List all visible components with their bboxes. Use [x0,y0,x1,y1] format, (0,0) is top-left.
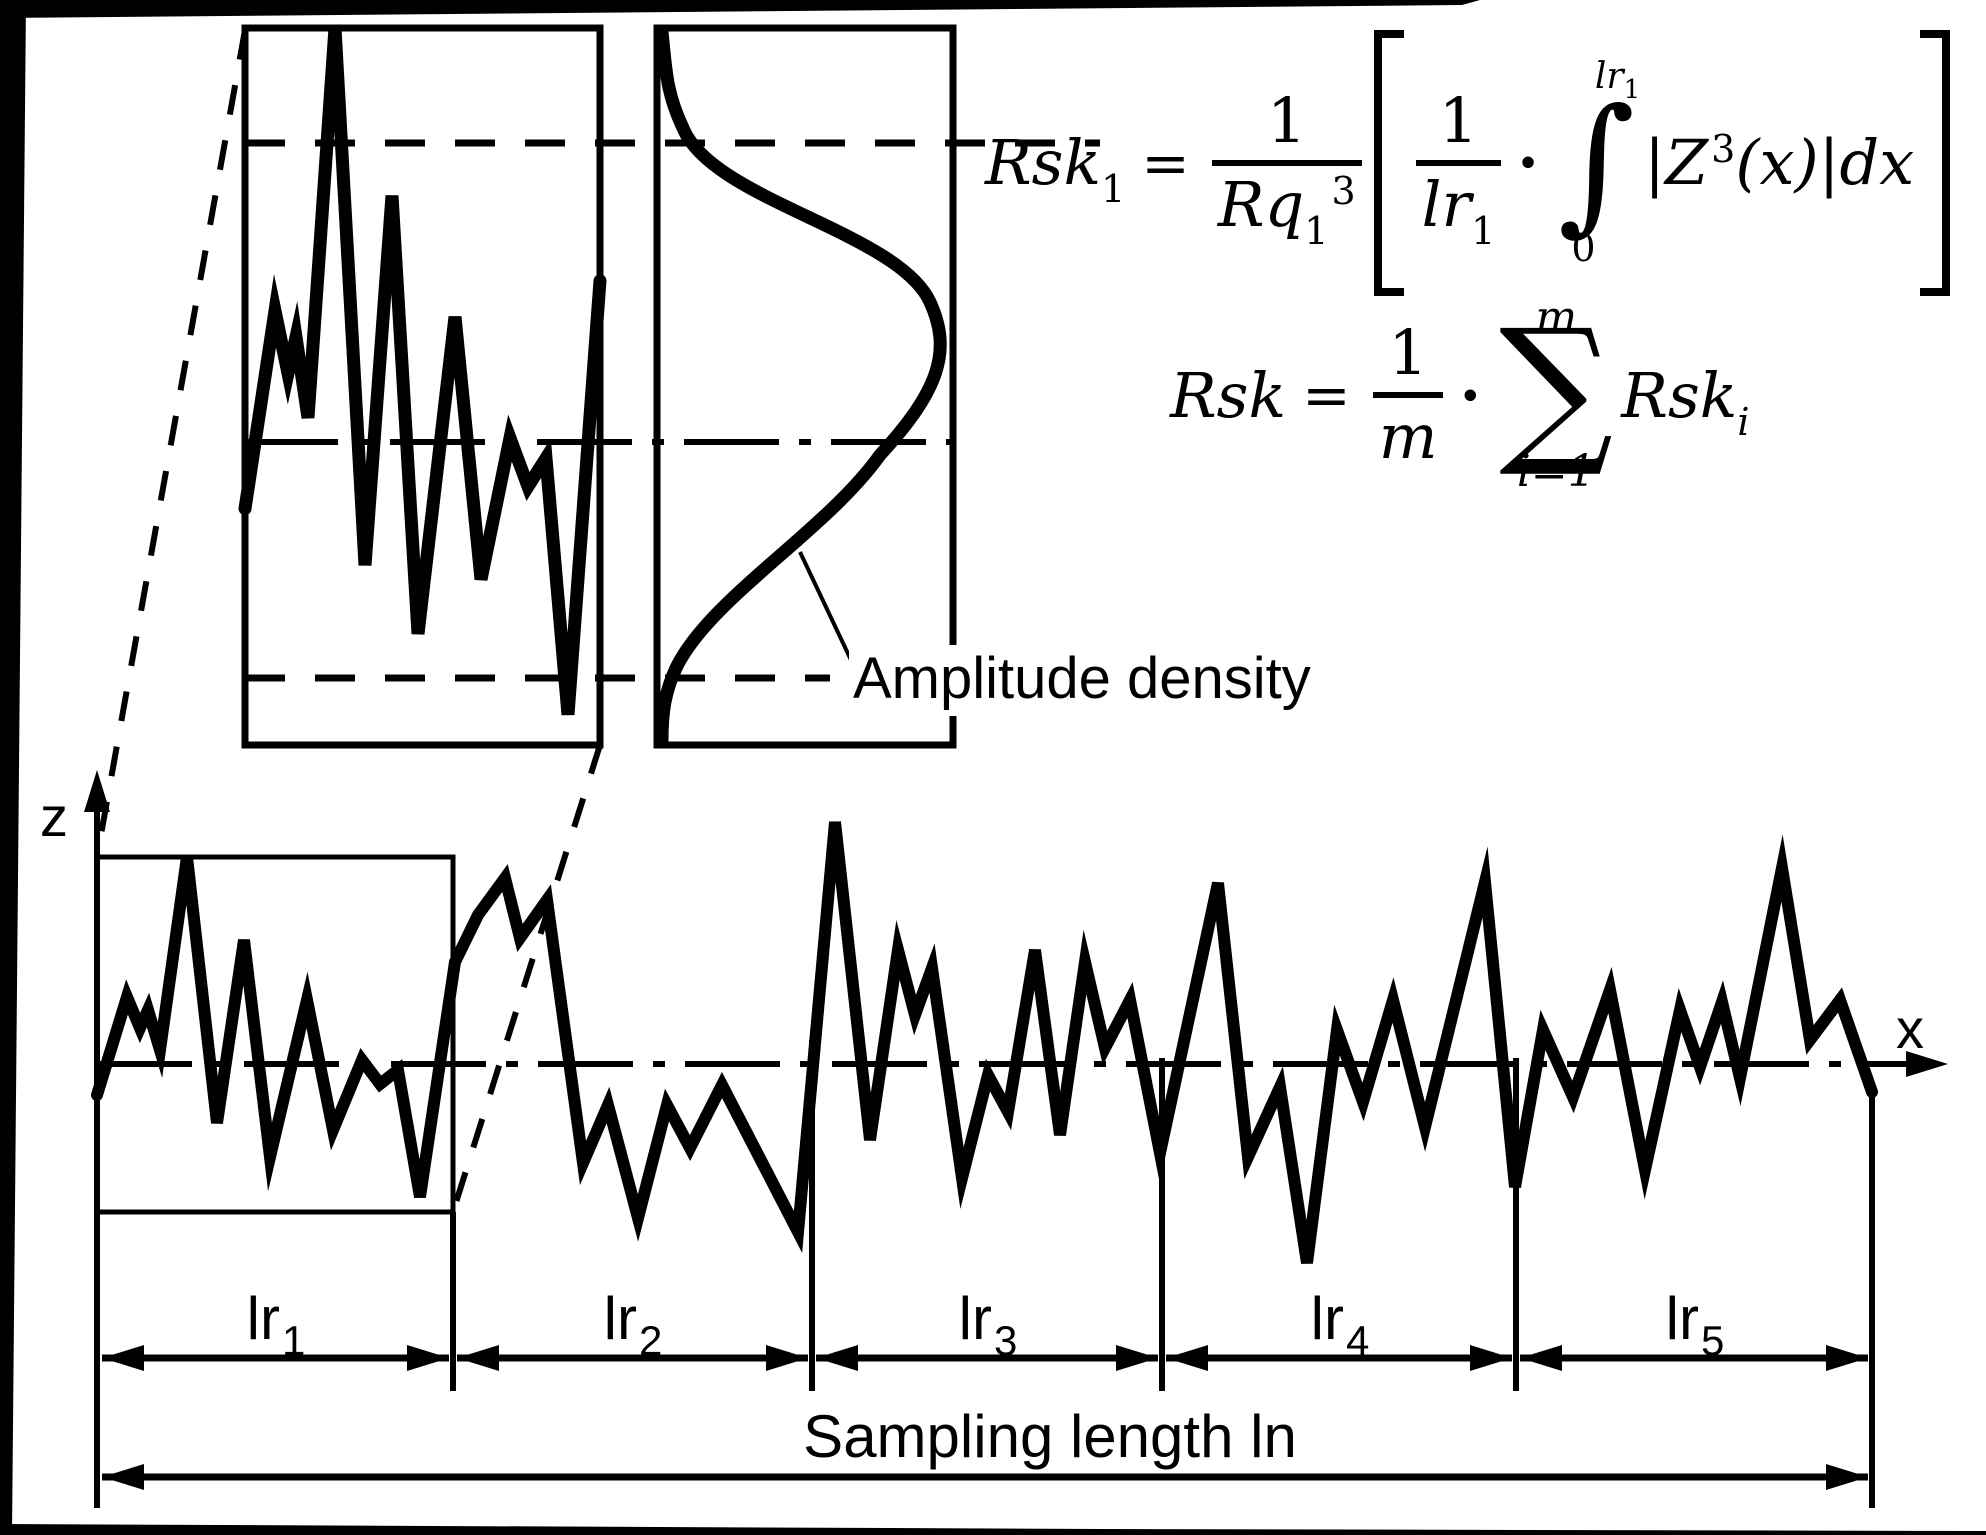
lr4-arrowhead-left [1166,1345,1208,1371]
amplitude-density-box [653,24,957,749]
sum-sign: ∑ [1499,293,1614,481]
rskmean-equals: = [1302,361,1351,429]
magnified-profile-box [241,24,604,749]
rsk1-prefactor-den: Rq13 [1217,167,1356,253]
fraction-bar [1415,159,1502,166]
rsk1-length-den: lr1 [1421,167,1496,253]
rskmean-num: 1 [1388,316,1428,389]
page-border-top [0,0,1480,18]
integral-upper-limit: lr1 [1594,55,1641,105]
sum-block: m ∑ i=1 [1499,291,1614,498]
rsk1-integrand: |Z3(x)|dx [1644,126,1915,199]
sum-lower-limit: i=1 [1516,446,1596,498]
formula-rsk1: Rsk1 = 1 Rq13 1 lr1 · lr1 ∫ 0 |Z3(x)|dx [985,29,1956,296]
integral-sign: ∫ [1557,76,1636,249]
sampling-length-label: Sampling length ln [803,1403,1297,1470]
page-border-bottom [0,1524,1986,1535]
z-axis-arrowhead [84,770,110,812]
segment-label-lr3: lr3 [958,1285,1018,1364]
lr1-arrowhead-right [407,1345,449,1371]
formula-rsk-mean: Rsk = 1 m · m ∑ i=1 Rski [1170,285,1750,505]
ln-arrowhead-right [1826,1464,1868,1490]
rsk1-prefactor-num: 1 [1267,83,1307,157]
rskmean-den: m [1378,400,1438,473]
rsk1-length-fraction: 1 lr1 [1415,83,1502,253]
multiplication-dot: · [1459,358,1482,432]
lr4-arrowhead-right [1470,1345,1512,1371]
rsk1-lhs-sub: 1 [1101,167,1126,211]
page-border-left [0,0,26,1535]
roughness-profile [91,821,1878,1264]
x-axis-label: x [1896,997,1924,1060]
integral-lower-limit: 0 [1571,225,1596,270]
amplitude-density-curve [655,25,947,747]
rsk1-length-num: 1 [1438,83,1479,157]
rsk1-lhs: Rsk1 [985,126,1126,211]
lr3-arrowhead-right [1116,1345,1158,1371]
magnify-guide-line-left [94,29,248,858]
ln-arrowhead-left [102,1464,144,1490]
segment-label-lr4: lr4 [1310,1285,1370,1364]
fraction-bar [1211,159,1362,166]
multiplication-dot: · [1517,126,1539,199]
rsk1-prefactor-fraction: 1 Rq13 [1211,83,1362,253]
lr1-arrowhead-left [102,1345,144,1371]
rskmean-rhs: Rski [1621,358,1750,444]
lr2-arrowhead-left [457,1345,499,1371]
segment-label-lr5: lr5 [1665,1285,1725,1364]
rskmean-fraction: 1 m [1372,316,1444,473]
amplitude-density-callout-line [798,551,853,661]
lr5-arrowhead-left [1520,1345,1562,1371]
lr5-arrowhead-right [1826,1345,1868,1371]
left-bracket [1373,29,1404,296]
x-axis-arrowhead [1906,1051,1948,1077]
segment-label-lr2: lr2 [603,1285,663,1364]
segment-label-lr1: lr1 [246,1285,306,1364]
rskmean-lhs: Rsk [1170,358,1287,432]
z-axis-label: z [40,785,68,848]
magnified-roughness-profile [238,27,607,716]
amplitude-density-label: Amplitude density [849,645,1321,716]
lr2-arrowhead-right [766,1345,808,1371]
rsk1-equals: = [1141,128,1190,197]
fraction-bar [1372,392,1444,398]
magnify-guide-line-right [450,744,603,1213]
integral-block: lr1 ∫ 0 [1553,55,1641,270]
sum-upper-limit: m [1535,291,1578,343]
lr3-arrowhead-left [816,1345,858,1371]
right-bracket [1920,29,1951,296]
